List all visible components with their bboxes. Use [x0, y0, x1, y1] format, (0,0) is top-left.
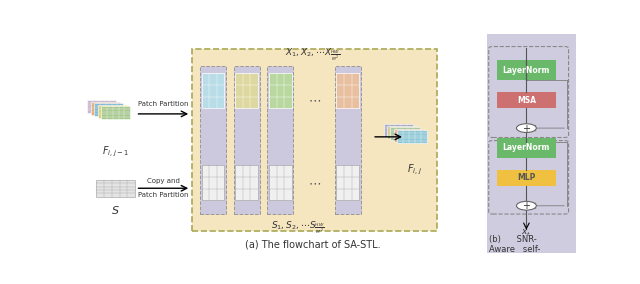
Bar: [394, 129, 424, 142]
Bar: [236, 74, 258, 108]
Bar: [390, 127, 420, 140]
Bar: [269, 165, 292, 200]
Bar: [200, 66, 226, 214]
Text: $F_{i,j-1}$: $F_{i,j-1}$: [102, 145, 129, 159]
Text: (b)      SNR-
Aware   self-: (b) SNR- Aware self-: [489, 235, 541, 254]
Bar: [88, 100, 116, 113]
Bar: [91, 102, 120, 114]
Bar: [202, 74, 224, 108]
Bar: [383, 124, 413, 137]
Text: $\hat{x}_t$: $\hat{x}_t$: [521, 225, 532, 239]
Bar: [397, 130, 428, 143]
Text: $+$: $+$: [522, 123, 531, 133]
Bar: [236, 165, 258, 200]
Text: $S_1, S_2, \cdots S_{\frac{HW}{M^2}}$: $S_1, S_2, \cdots S_{\frac{HW}{M^2}}$: [271, 220, 325, 236]
Text: (a) The flowchart of SA-STL.: (a) The flowchart of SA-STL.: [245, 239, 381, 249]
Bar: [234, 66, 260, 214]
Text: LayerNorm: LayerNorm: [502, 66, 550, 75]
Bar: [497, 138, 556, 158]
Bar: [94, 103, 123, 116]
Circle shape: [516, 124, 536, 132]
Circle shape: [516, 201, 536, 210]
Text: $F_{i,j}$: $F_{i,j}$: [408, 162, 422, 177]
Text: MLP: MLP: [517, 173, 536, 182]
Text: $\cdots$: $\cdots$: [308, 176, 321, 189]
Bar: [387, 126, 417, 139]
Bar: [497, 92, 556, 108]
Bar: [202, 165, 224, 200]
Bar: [337, 165, 359, 200]
Bar: [486, 34, 576, 253]
Text: $S$: $S$: [111, 204, 120, 216]
Text: Copy and: Copy and: [147, 178, 180, 184]
Bar: [497, 170, 556, 186]
Text: MSA: MSA: [517, 96, 536, 105]
Bar: [497, 60, 556, 80]
Text: Patch Partition: Patch Partition: [138, 101, 189, 107]
Bar: [269, 74, 292, 108]
Text: $+$: $+$: [522, 200, 531, 211]
Bar: [191, 49, 437, 231]
Bar: [97, 180, 135, 197]
Text: Patch Partition: Patch Partition: [138, 192, 189, 198]
Bar: [268, 66, 293, 214]
Bar: [335, 66, 361, 214]
Bar: [98, 105, 127, 118]
Bar: [337, 74, 359, 108]
Bar: [101, 106, 130, 119]
Text: $\cdots$: $\cdots$: [308, 93, 321, 106]
Text: LayerNorm: LayerNorm: [502, 143, 550, 152]
Text: $X_1, X_2, \cdots X_{\frac{HW}{M^2}}$: $X_1, X_2, \cdots X_{\frac{HW}{M^2}}$: [285, 47, 341, 63]
